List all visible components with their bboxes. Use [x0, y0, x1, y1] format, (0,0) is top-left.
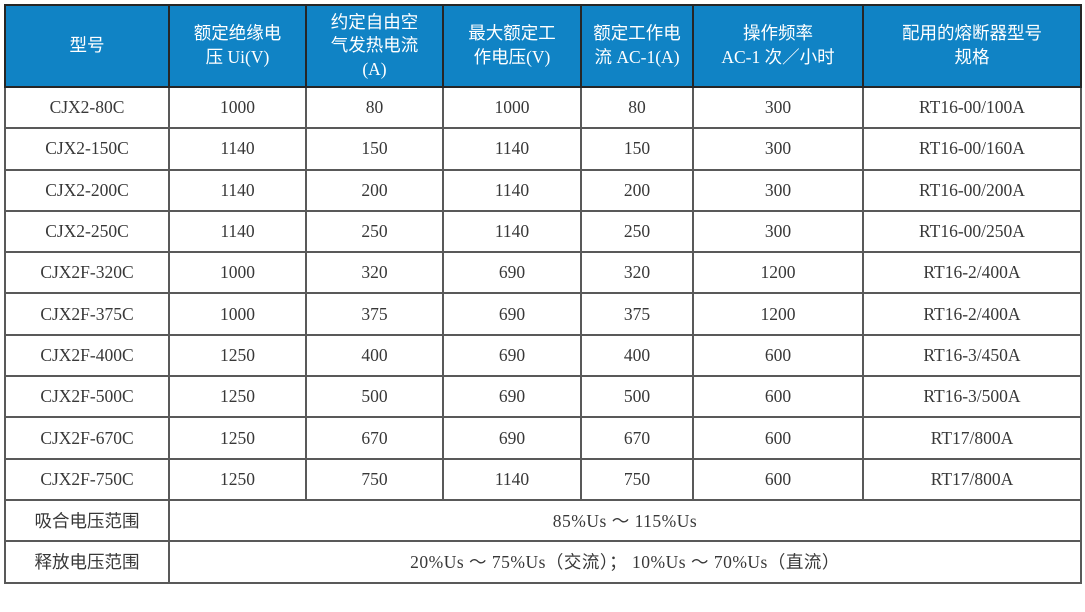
value-cell: 200 [305, 168, 444, 212]
footer-row: 吸合电压范围 85%Us ～ 115%Us [4, 498, 1082, 543]
value-cell: 400 [305, 333, 444, 378]
table-row: CJX2-150C 1140 150 1140 150 300 RT16-00/160A [4, 127, 1082, 171]
value-cell: 80 [580, 85, 694, 130]
merged-value-cell: 20%Us ～ 75%Us（交流）； 10%Us ～ 70%Us（直流） [168, 540, 1082, 584]
header-fuse-spec: 配用的熔断器型号 规格 [862, 4, 1082, 88]
table-row: CJX2F-670C 1250 670 690 670 600 RT17/800A [4, 416, 1082, 460]
header-insulation-voltage: 额定绝缘电 压 Ui(V) [168, 4, 307, 88]
model-cell: CJX2-80C [4, 85, 170, 130]
header-max-voltage: 最大额定工 作电压(V) [442, 4, 582, 88]
value-cell: 690 [442, 416, 582, 460]
value-cell: 690 [442, 251, 582, 295]
value-cell: 1000 [168, 251, 307, 295]
value-cell: 300 [692, 85, 864, 130]
value-cell: 1140 [442, 127, 582, 171]
table-row: CJX2-200C 1140 200 1140 200 300 RT16-00/200A [4, 168, 1082, 212]
table-row: CJX2F-500C 1250 500 690 500 600 RT16-3/500A [4, 375, 1082, 419]
value-cell: 320 [580, 251, 694, 295]
value-cell: RT16-00/200A [862, 168, 1082, 212]
value-cell: 1250 [168, 333, 307, 378]
value-cell: 600 [692, 375, 864, 419]
table-row: CJX2F-320C 1000 320 690 320 1200 RT16-2/400A [4, 251, 1082, 295]
value-cell: 1140 [168, 127, 307, 171]
header-thermal-current: 约定自由空 气发热电流 (A) [305, 4, 444, 88]
value-cell: 1140 [442, 168, 582, 212]
value-cell: 80 [305, 85, 444, 130]
value-cell: 250 [580, 209, 694, 254]
model-cell: CJX2F-320C [4, 251, 170, 295]
value-cell: 1140 [442, 457, 582, 501]
value-cell: 600 [692, 457, 864, 501]
value-cell: 600 [692, 416, 864, 460]
value-cell: 690 [442, 333, 582, 378]
table-row: CJX2-250C 1140 250 1140 250 300 RT16-00/250A [4, 209, 1082, 254]
value-cell: 300 [692, 168, 864, 212]
model-cell: CJX2-250C [4, 209, 170, 254]
value-cell: 1140 [168, 209, 307, 254]
table-row: CJX2-80C 1000 80 1000 80 300 RT16-00/100A [4, 85, 1082, 130]
value-cell: 750 [305, 457, 444, 501]
row-label-cell: 释放电压范围 [4, 540, 170, 584]
header-model: 型号 [4, 4, 170, 88]
table-body: CJX2-80C 1000 80 1000 80 300 RT16-00/100A CJX2-… [4, 85, 1082, 501]
value-cell: 375 [305, 292, 444, 336]
value-cell: 500 [580, 375, 694, 419]
model-cell: CJX2-150C [4, 127, 170, 171]
value-cell: 1140 [442, 209, 582, 254]
spec-table: 型号 额定绝缘电 压 Ui(V) 约定自由空 气发热电流 (A) 最大额定工 作… [4, 4, 1082, 584]
value-cell: 1140 [168, 168, 307, 212]
value-cell: RT16-00/100A [862, 85, 1082, 130]
header-row: 型号 额定绝缘电 压 Ui(V) 约定自由空 气发热电流 (A) 最大额定工 作… [4, 4, 1082, 88]
value-cell: RT16-3/450A [862, 333, 1082, 378]
value-cell: RT16-00/160A [862, 127, 1082, 171]
value-cell: 320 [305, 251, 444, 295]
value-cell: RT17/800A [862, 416, 1082, 460]
value-cell: 1000 [168, 85, 307, 130]
row-label-cell: 吸合电压范围 [4, 498, 170, 543]
value-cell: 150 [580, 127, 694, 171]
value-cell: 690 [442, 292, 582, 336]
value-cell: RT16-2/400A [862, 251, 1082, 295]
table-header: 型号 额定绝缘电 压 Ui(V) 约定自由空 气发热电流 (A) 最大额定工 作… [4, 4, 1082, 88]
value-cell: 1250 [168, 457, 307, 501]
value-cell: 1000 [168, 292, 307, 336]
value-cell: 600 [692, 333, 864, 378]
table-row: CJX2F-400C 1250 400 690 400 600 RT16-3/450A [4, 333, 1082, 378]
value-cell: 1250 [168, 375, 307, 419]
value-cell: 670 [580, 416, 694, 460]
value-cell: 1200 [692, 292, 864, 336]
value-cell: 300 [692, 127, 864, 171]
table-row: CJX2F-750C 1250 750 1140 750 600 RT17/800A [4, 457, 1082, 501]
value-cell: 400 [580, 333, 694, 378]
footer-row: 释放电压范围 20%Us ～ 75%Us（交流）； 10%Us ～ 70%Us（… [4, 540, 1082, 584]
value-cell: RT16-2/400A [862, 292, 1082, 336]
value-cell: RT16-3/500A [862, 375, 1082, 419]
value-cell: 670 [305, 416, 444, 460]
value-cell: 250 [305, 209, 444, 254]
value-cell: 1000 [442, 85, 582, 130]
value-cell: 1200 [692, 251, 864, 295]
merged-value-cell: 85%Us ～ 115%Us [168, 498, 1082, 543]
model-cell: CJX2F-670C [4, 416, 170, 460]
value-cell: 750 [580, 457, 694, 501]
value-cell: 500 [305, 375, 444, 419]
model-cell: CJX2F-375C [4, 292, 170, 336]
value-cell: 1250 [168, 416, 307, 460]
value-cell: 150 [305, 127, 444, 171]
table-row: CJX2F-375C 1000 375 690 375 1200 RT16-2/400A [4, 292, 1082, 336]
header-op-frequency: 操作频率 AC-1 次／小时 [692, 4, 864, 88]
value-cell: 300 [692, 209, 864, 254]
value-cell: 690 [442, 375, 582, 419]
model-cell: CJX2F-500C [4, 375, 170, 419]
value-cell: 375 [580, 292, 694, 336]
value-cell: RT16-00/250A [862, 209, 1082, 254]
value-cell: RT17/800A [862, 457, 1082, 501]
value-cell: 200 [580, 168, 694, 212]
model-cell: CJX2F-400C [4, 333, 170, 378]
header-working-current: 额定工作电 流 AC-1(A) [580, 4, 694, 88]
table-footer: 吸合电压范围 85%Us ～ 115%Us 释放电压范围 20%Us ～ 75%… [4, 498, 1082, 584]
model-cell: CJX2-200C [4, 168, 170, 212]
model-cell: CJX2F-750C [4, 457, 170, 501]
